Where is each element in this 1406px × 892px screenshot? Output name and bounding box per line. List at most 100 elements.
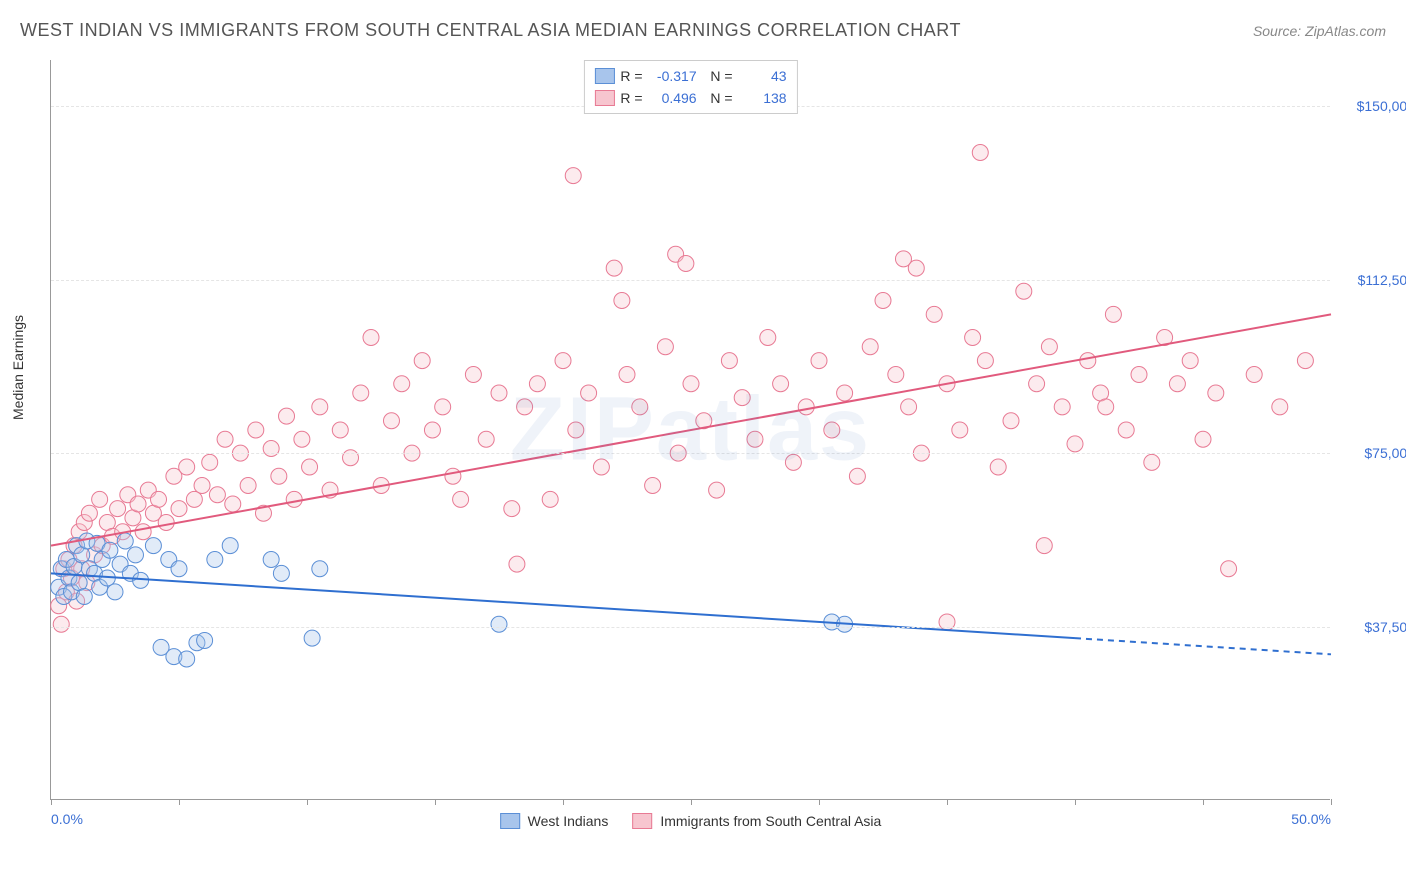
data-point — [747, 431, 763, 447]
data-point — [171, 561, 187, 577]
data-point — [657, 339, 673, 355]
y-tick-label: $75,000 — [1335, 445, 1406, 461]
data-point — [504, 501, 520, 517]
trend-line — [51, 314, 1331, 545]
legend-swatch — [632, 813, 652, 829]
data-point — [785, 454, 801, 470]
data-point — [565, 168, 581, 184]
data-point — [491, 616, 507, 632]
data-point — [414, 353, 430, 369]
data-point — [683, 376, 699, 392]
data-point — [568, 422, 584, 438]
data-point — [908, 260, 924, 276]
data-point — [952, 422, 968, 438]
chart-svg — [51, 60, 1330, 799]
data-point — [1208, 385, 1224, 401]
data-point — [1041, 339, 1057, 355]
data-point — [271, 468, 287, 484]
data-point — [1131, 367, 1147, 383]
data-point — [798, 399, 814, 415]
data-point — [453, 491, 469, 507]
trend-line — [51, 573, 1075, 638]
data-point — [555, 353, 571, 369]
data-point — [424, 422, 440, 438]
data-point — [1029, 376, 1045, 392]
data-point — [1118, 422, 1134, 438]
y-axis-label: Median Earnings — [10, 315, 26, 420]
data-point — [773, 376, 789, 392]
data-point — [875, 293, 891, 309]
data-point — [263, 552, 279, 568]
data-point — [273, 565, 289, 581]
data-point — [760, 330, 776, 346]
gridline — [51, 280, 1330, 281]
legend-swatch — [594, 68, 614, 84]
data-point — [179, 459, 195, 475]
data-point — [202, 454, 218, 470]
data-point — [171, 501, 187, 517]
data-point — [593, 459, 609, 475]
data-point — [1003, 413, 1019, 429]
data-point — [312, 399, 328, 415]
data-point — [1195, 431, 1211, 447]
data-point — [465, 367, 481, 383]
data-point — [965, 330, 981, 346]
legend-correlation-row: R = -0.317 N = 43 — [594, 65, 786, 87]
x-tick — [1203, 799, 1204, 805]
legend-series-item: Immigrants from South Central Asia — [632, 813, 881, 829]
data-point — [110, 501, 126, 517]
legend-series-label: West Indians — [528, 813, 609, 829]
data-point — [1297, 353, 1313, 369]
data-point — [117, 533, 133, 549]
data-point — [179, 651, 195, 667]
x-tick — [307, 799, 308, 805]
data-point — [353, 385, 369, 401]
legend-swatch — [500, 813, 520, 829]
data-point — [145, 538, 161, 554]
data-point — [76, 589, 92, 605]
chart-source: Source: ZipAtlas.com — [1253, 23, 1386, 39]
legend-series-label: Immigrants from South Central Asia — [660, 813, 881, 829]
data-point — [1098, 399, 1114, 415]
data-point — [207, 552, 223, 568]
x-tick-label: 50.0% — [1291, 811, 1331, 827]
x-tick — [563, 799, 564, 805]
data-point — [102, 542, 118, 558]
data-point — [92, 491, 108, 507]
legend-r-label: R = — [620, 65, 642, 87]
data-point — [972, 145, 988, 161]
data-point — [135, 524, 151, 540]
data-point — [734, 390, 750, 406]
data-point — [1036, 538, 1052, 554]
data-point — [862, 339, 878, 355]
data-point — [217, 431, 233, 447]
data-point — [478, 431, 494, 447]
x-tick — [819, 799, 820, 805]
data-point — [304, 630, 320, 646]
x-tick — [179, 799, 180, 805]
data-point — [1016, 283, 1032, 299]
legend-r-value: -0.317 — [649, 65, 697, 87]
data-point — [248, 422, 264, 438]
data-point — [977, 353, 993, 369]
data-point — [435, 399, 451, 415]
data-point — [194, 478, 210, 494]
data-point — [240, 478, 256, 494]
legend-r-value: 0.496 — [649, 87, 697, 109]
data-point — [678, 256, 694, 272]
legend-series-item: West Indians — [500, 813, 609, 829]
data-point — [81, 505, 97, 521]
data-point — [1080, 353, 1096, 369]
data-point — [383, 413, 399, 429]
data-point — [294, 431, 310, 447]
data-point — [990, 459, 1006, 475]
data-point — [901, 399, 917, 415]
data-point — [107, 584, 123, 600]
data-point — [1105, 306, 1121, 322]
data-point — [286, 491, 302, 507]
data-point — [645, 478, 661, 494]
data-point — [1246, 367, 1262, 383]
data-point — [581, 385, 597, 401]
data-point — [542, 491, 558, 507]
data-point — [209, 487, 225, 503]
